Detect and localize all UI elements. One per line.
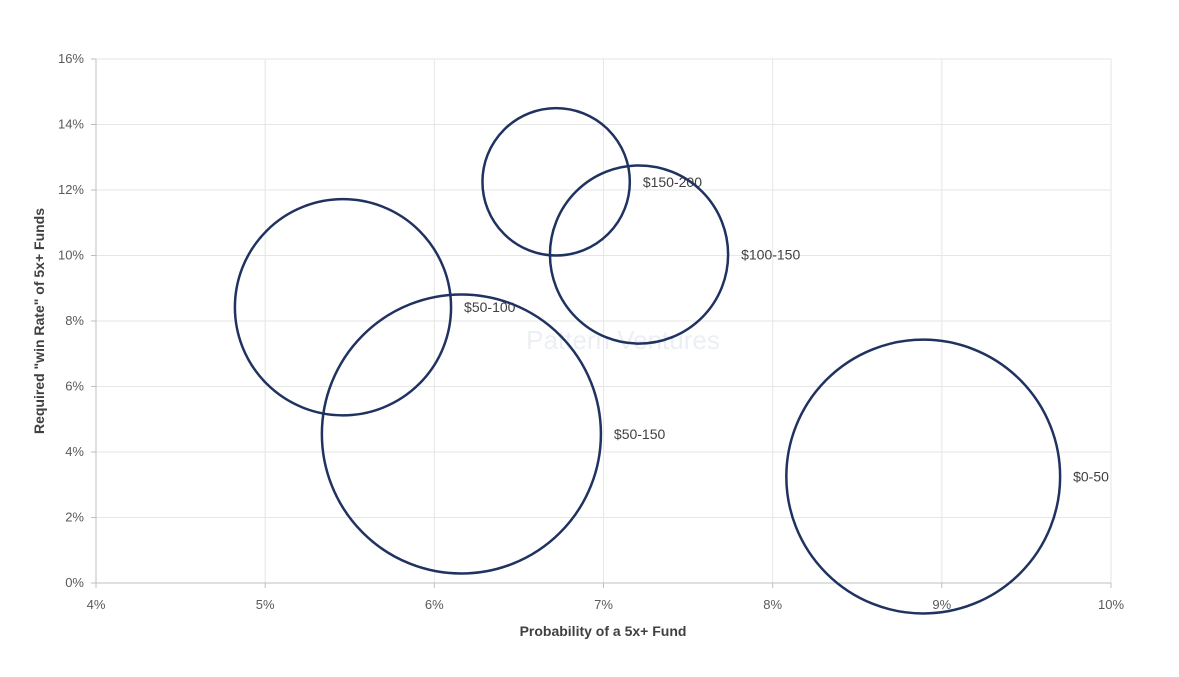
y-tick-label: 6% (65, 379, 84, 394)
bubble (320, 293, 603, 575)
y-tick-label: 8% (65, 313, 84, 328)
bubble (785, 338, 1062, 615)
y-tick-label: 14% (58, 117, 84, 132)
bubble-label: $0-50 (1073, 469, 1109, 485)
y-tick-label: 2% (65, 510, 84, 525)
bubble-label: $150-200 (643, 174, 702, 190)
x-tick-label: 6% (425, 597, 444, 612)
axes: 4% 5% 6% 7% 8% 9% 10% 0% 2% 4% 6% 8% 10% 12% 14% 16% (58, 51, 1124, 612)
x-tick-label: 10% (1098, 597, 1124, 612)
bubble (481, 106, 632, 257)
bubble-label: $100-150 (741, 247, 800, 263)
bubble-label: $50-150 (614, 426, 666, 442)
bubble-label: $50-100 (464, 299, 516, 315)
y-tick-label: 10% (58, 248, 84, 263)
x-tick-label: 7% (594, 597, 613, 612)
bubbles: $150-200 $100-150 $50-100 $50-150 $0-50 (233, 106, 1109, 615)
x-axis-title: Probability of a 5x+ Fund (520, 623, 687, 639)
x-tick-label: 8% (763, 597, 782, 612)
x-tick-label: 4% (87, 597, 106, 612)
bubble (233, 197, 453, 417)
y-tick-label: 12% (58, 182, 84, 197)
y-tick-label: 4% (65, 444, 84, 459)
x-tick-label: 9% (932, 597, 951, 612)
x-tick-label: 5% (256, 597, 275, 612)
bubble (548, 164, 730, 345)
y-tick-label: 16% (58, 51, 84, 66)
y-axis-title: Required "win Rate" of 5x+ Funds (31, 208, 47, 434)
gridlines (96, 58, 1112, 583)
y-tick-label: 0% (65, 575, 84, 590)
